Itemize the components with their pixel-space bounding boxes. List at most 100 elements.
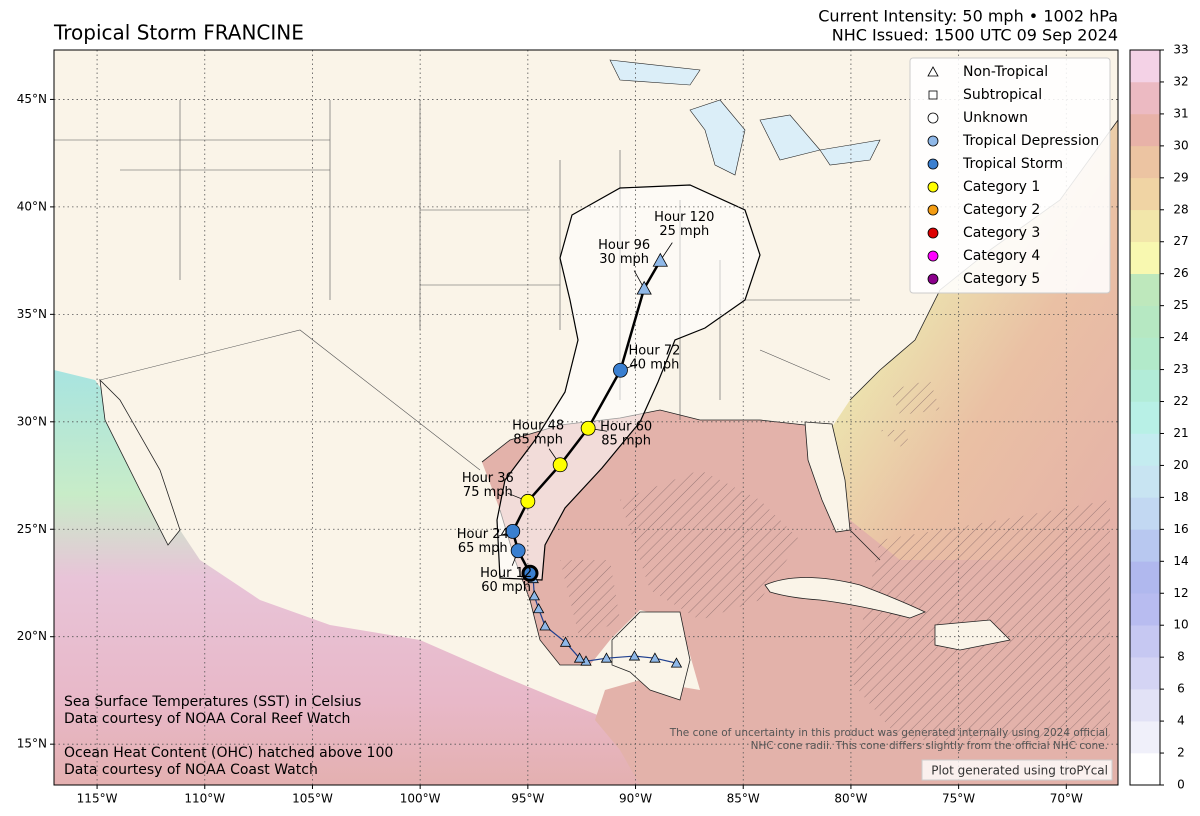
colorbar-band bbox=[1130, 177, 1160, 211]
lon-tick-label: 95°W bbox=[511, 792, 544, 806]
forecast-wind: 30 mph bbox=[599, 252, 649, 267]
great-lakes bbox=[609, 59, 881, 176]
circle-marker bbox=[552, 457, 568, 473]
colorbar-band bbox=[1130, 273, 1160, 306]
lon-tick-label: 110°W bbox=[184, 792, 225, 806]
lon-tick-label: 80°W bbox=[834, 792, 867, 806]
ohc-note: Ocean Heat Content (OHC) hatched above 1… bbox=[64, 745, 393, 761]
colorbar-tick-label: 32 bbox=[1173, 74, 1188, 88]
colorbar-tick-label: 33 bbox=[1173, 43, 1188, 57]
colorbar-tick-label: 30 bbox=[1173, 138, 1188, 152]
colorbar-tick-label: 16 bbox=[1173, 522, 1188, 536]
colorbar-tick-label: 12 bbox=[1173, 586, 1188, 600]
map-frame bbox=[53, 49, 1119, 786]
cone-note: NHC cone radii. This cone differs slight… bbox=[751, 740, 1108, 752]
forecast-wind: 60 mph bbox=[481, 580, 531, 595]
colorbar-band bbox=[1130, 337, 1160, 370]
colorbar-tick-label: 22 bbox=[1173, 394, 1188, 408]
legend-label: Category 1 bbox=[963, 179, 1040, 195]
legend-label: Tropical Depression bbox=[962, 133, 1099, 149]
florida bbox=[804, 421, 851, 533]
forecast-wind: 85 mph bbox=[601, 434, 651, 449]
circle-marker bbox=[927, 112, 939, 124]
lon-tick-label: 70°W bbox=[1050, 792, 1083, 806]
triangle-marker bbox=[652, 252, 668, 267]
hispaniola bbox=[934, 619, 1011, 651]
lon-tick-label: 115°W bbox=[77, 792, 118, 806]
title: Tropical Storm FRANCINE bbox=[53, 21, 304, 45]
colorbar-band bbox=[1130, 369, 1160, 402]
forecast-hour: Hour 48 bbox=[512, 418, 564, 433]
lat-tick-label: 20°N bbox=[17, 629, 47, 643]
colorbar-band bbox=[1130, 433, 1160, 466]
lat-tick-label: 15°N bbox=[17, 737, 47, 751]
sst-source: Data courtesy of NOAA Coral Reef Watch bbox=[64, 711, 350, 727]
colorbar-tick-label: 27 bbox=[1173, 234, 1188, 248]
lat-tick-label: 25°N bbox=[17, 522, 47, 536]
colorbar-band bbox=[1130, 209, 1160, 243]
colorbar-tick-label: 2 bbox=[1177, 746, 1185, 760]
circle-marker bbox=[927, 227, 939, 239]
intensity: Current Intensity: 50 mph • 1002 hPa bbox=[818, 7, 1118, 26]
colorbar-tick-label: 14 bbox=[1173, 554, 1188, 568]
colorbar-band bbox=[1130, 401, 1160, 434]
credit-box bbox=[921, 759, 1113, 781]
colorbar-tick-label: 6 bbox=[1177, 682, 1185, 696]
circle-marker bbox=[927, 135, 939, 147]
circle-marker bbox=[510, 543, 526, 559]
legend-box bbox=[909, 57, 1111, 294]
colorbar-band bbox=[1130, 465, 1160, 498]
forecast-hour: Hour 120 bbox=[654, 210, 714, 225]
triangle-marker bbox=[649, 652, 661, 663]
lon-tick-label: 85°W bbox=[727, 792, 760, 806]
forecast-hour: Hour 60 bbox=[600, 420, 652, 435]
colorbar-tick-label: 20 bbox=[1173, 458, 1188, 472]
colorbar-tick-label: 4 bbox=[1177, 714, 1185, 728]
forecast-wind: 75 mph bbox=[463, 485, 513, 500]
colorbar-band bbox=[1130, 145, 1160, 179]
yucatan bbox=[611, 611, 691, 701]
colorbar-tick-label: 0 bbox=[1177, 778, 1185, 792]
sst-note: Sea Surface Temperatures (SST) in Celsiu… bbox=[64, 694, 361, 710]
triangle-marker bbox=[636, 280, 652, 295]
lat-tick-label: 30°N bbox=[17, 414, 47, 428]
forecast-wind: 40 mph bbox=[630, 358, 680, 373]
legend-label: Unknown bbox=[963, 110, 1028, 126]
circle-marker bbox=[580, 420, 596, 436]
colorbar-tick-label: 31 bbox=[1173, 106, 1188, 120]
colorbar-tick-label: 24 bbox=[1173, 330, 1188, 344]
forecast-wind: 25 mph bbox=[659, 224, 709, 239]
colorbar-tick-label: 21 bbox=[1173, 426, 1188, 440]
colorbar-band bbox=[1130, 529, 1160, 562]
forecast-wind: 85 mph bbox=[513, 432, 563, 447]
triangle-marker bbox=[559, 636, 572, 647]
baja-california bbox=[99, 378, 181, 546]
pacific-ocean bbox=[54, 370, 640, 785]
colorbar-band bbox=[1130, 689, 1160, 722]
circle-marker bbox=[927, 158, 939, 170]
legend-label: Category 4 bbox=[963, 248, 1040, 264]
lon-tick-label: 100°W bbox=[400, 792, 441, 806]
forecast-hour: Hour 72 bbox=[628, 344, 680, 359]
forecast-hour: Hour 12 bbox=[480, 566, 532, 581]
colorbar-band bbox=[1130, 753, 1160, 786]
colorbar-tick-label: 29 bbox=[1173, 170, 1188, 184]
colorbar-band bbox=[1130, 241, 1160, 274]
triangle-marker bbox=[670, 657, 683, 668]
triangle-marker bbox=[600, 652, 613, 663]
cuba bbox=[764, 577, 926, 619]
colorbar-tick-label: 28 bbox=[1173, 202, 1188, 216]
lon-tick-label: 75°W bbox=[942, 792, 975, 806]
circle-marker bbox=[927, 204, 939, 216]
colorbar-band bbox=[1130, 657, 1160, 690]
forecast-wind: 65 mph bbox=[458, 541, 508, 556]
colorbar-band bbox=[1130, 593, 1160, 626]
ohc-hatch bbox=[560, 470, 1110, 740]
colorbar-band bbox=[1130, 561, 1160, 594]
ohc-source: Data courtesy of NOAA Coast Watch bbox=[64, 762, 318, 778]
cone-of-uncertainty bbox=[496, 184, 761, 581]
credit: Plot generated using troPYcal bbox=[931, 764, 1108, 778]
circle-marker bbox=[927, 181, 939, 193]
triangle-marker bbox=[927, 66, 939, 77]
